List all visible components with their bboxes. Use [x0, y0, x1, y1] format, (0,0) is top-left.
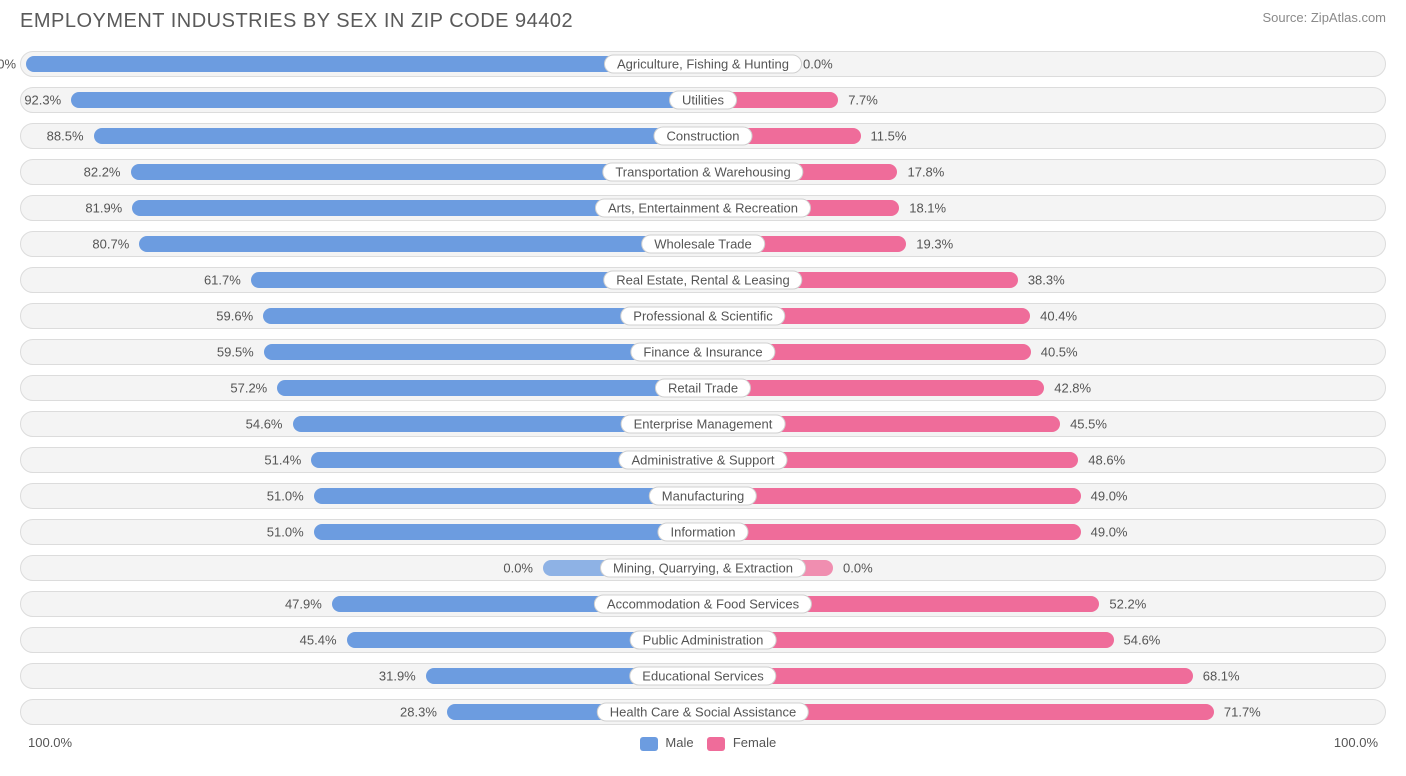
bar-male	[314, 524, 703, 540]
chart-row: 45.4% 54.6% Public Administration	[20, 627, 1386, 653]
chart-row: 100.0%0.0%Agriculture, Fishing & Hunting	[20, 51, 1386, 77]
chart-row: 47.9% 52.2% Accommodation & Food Services	[20, 591, 1386, 617]
legend-swatch-male	[640, 737, 658, 751]
chart-row: 51.0% 49.0% Information	[20, 519, 1386, 545]
value-female: 52.2%	[1109, 597, 1146, 612]
value-female: 19.3%	[916, 237, 953, 252]
value-male: 88.5%	[47, 129, 84, 144]
category-label: Utilities	[669, 91, 737, 110]
legend: Male Female	[72, 735, 1334, 751]
value-male: 57.2%	[230, 381, 267, 396]
chart-row: 80.7% 19.3% Wholesale Trade	[20, 231, 1386, 257]
bar-female	[703, 488, 1081, 504]
value-male: 51.0%	[267, 489, 304, 504]
value-male: 61.7%	[204, 273, 241, 288]
chart-row: 59.6% 40.4% Professional & Scientific	[20, 303, 1386, 329]
chart-row: 59.5% 40.5% Finance & Insurance	[20, 339, 1386, 365]
value-female: 40.5%	[1041, 345, 1078, 360]
category-label: Manufacturing	[649, 487, 757, 506]
chart-row: 88.5% 11.5% Construction	[20, 123, 1386, 149]
bar-female	[703, 380, 1044, 396]
category-label: Real Estate, Rental & Leasing	[603, 271, 802, 290]
category-label: Transportation & Warehousing	[602, 163, 803, 182]
bar-female	[703, 524, 1081, 540]
chart-row: 51.4% 48.6% Administrative & Support	[20, 447, 1386, 473]
category-label: Administrative & Support	[618, 451, 787, 470]
value-female: 45.5%	[1070, 417, 1107, 432]
value-male: 82.2%	[84, 165, 121, 180]
chart-row: 81.9% 18.1% Arts, Entertainment & Recreati…	[20, 195, 1386, 221]
legend-label-female: Female	[733, 735, 776, 750]
category-label: Enterprise Management	[621, 415, 786, 434]
value-male: 47.9%	[285, 597, 322, 612]
chart-row: 57.2% 42.8% Retail Trade	[20, 375, 1386, 401]
chart-row: 31.9% 68.1% Educational Services	[20, 663, 1386, 689]
legend-label-male: Male	[665, 735, 693, 750]
value-male: 51.0%	[267, 525, 304, 540]
value-female: 7.7%	[848, 93, 878, 108]
value-female: 48.6%	[1088, 453, 1125, 468]
value-male: 100.0%	[0, 57, 16, 72]
value-male: 45.4%	[300, 633, 337, 648]
bar-male	[139, 236, 703, 252]
category-label: Retail Trade	[655, 379, 751, 398]
value-female: 38.3%	[1028, 273, 1065, 288]
category-label: Mining, Quarrying, & Extraction	[600, 559, 806, 578]
value-female: 49.0%	[1091, 489, 1128, 504]
chart-row: 0.0% 0.0% Mining, Quarrying, & Extraction	[20, 555, 1386, 581]
category-label: Construction	[654, 127, 753, 146]
value-male: 80.7%	[92, 237, 129, 252]
legend-swatch-female	[707, 737, 725, 751]
value-female: 71.7%	[1224, 705, 1261, 720]
bar-female	[703, 668, 1193, 684]
value-male: 28.3%	[400, 705, 437, 720]
header: EMPLOYMENT INDUSTRIES BY SEX IN ZIP CODE…	[20, 10, 1386, 33]
value-male: 92.3%	[24, 93, 61, 108]
footer: 100.0% Male Female 100.0%	[20, 735, 1386, 751]
value-male: 81.9%	[85, 201, 122, 216]
category-label: Arts, Entertainment & Recreation	[595, 199, 811, 218]
chart-row: 54.6% 45.5% Enterprise Management	[20, 411, 1386, 437]
chart-row: 28.3% 71.7% Health Care & Social Assistanc…	[20, 699, 1386, 725]
bar-male	[277, 380, 703, 396]
value-male: 51.4%	[264, 453, 301, 468]
chart-row: 92.3% 7.7% Utilities	[20, 87, 1386, 113]
value-female: 42.8%	[1054, 381, 1091, 396]
category-label: Public Administration	[630, 631, 777, 650]
category-label: Agriculture, Fishing & Hunting	[604, 55, 802, 74]
chart-row: 51.0% 49.0% Manufacturing	[20, 483, 1386, 509]
value-female: 17.8%	[907, 165, 944, 180]
value-male: 59.6%	[216, 309, 253, 324]
value-male: 31.9%	[379, 669, 416, 684]
axis-left-label: 100.0%	[28, 735, 72, 750]
value-male: 54.6%	[246, 417, 283, 432]
axis-right-label: 100.0%	[1334, 735, 1378, 750]
chart-title: EMPLOYMENT INDUSTRIES BY SEX IN ZIP CODE…	[20, 10, 573, 33]
value-female: 0.0%	[843, 561, 873, 576]
value-male: 59.5%	[217, 345, 254, 360]
chart-row: 61.7% 38.3% Real Estate, Rental & Leasing	[20, 267, 1386, 293]
bar-male	[71, 92, 703, 108]
category-label: Information	[657, 523, 748, 542]
category-label: Professional & Scientific	[620, 307, 785, 326]
bar-male	[314, 488, 703, 504]
value-female: 40.4%	[1040, 309, 1077, 324]
value-female: 49.0%	[1091, 525, 1128, 540]
category-label: Finance & Insurance	[630, 343, 775, 362]
value-female: 68.1%	[1203, 669, 1240, 684]
value-female: 18.1%	[909, 201, 946, 216]
category-label: Wholesale Trade	[641, 235, 765, 254]
source-attribution: Source: ZipAtlas.com	[1262, 10, 1386, 25]
category-label: Educational Services	[629, 667, 776, 686]
value-female: 0.0%	[803, 57, 833, 72]
bar-male	[94, 128, 703, 144]
chart-row: 82.2% 17.8% Transportation & Warehousing	[20, 159, 1386, 185]
value-female: 54.6%	[1124, 633, 1161, 648]
bar-male	[26, 56, 703, 72]
chart-area: 100.0%0.0%Agriculture, Fishing & Hunting…	[20, 51, 1386, 725]
category-label: Health Care & Social Assistance	[597, 703, 809, 722]
category-label: Accommodation & Food Services	[594, 595, 812, 614]
value-female: 11.5%	[871, 129, 907, 144]
value-male: 0.0%	[503, 561, 533, 576]
